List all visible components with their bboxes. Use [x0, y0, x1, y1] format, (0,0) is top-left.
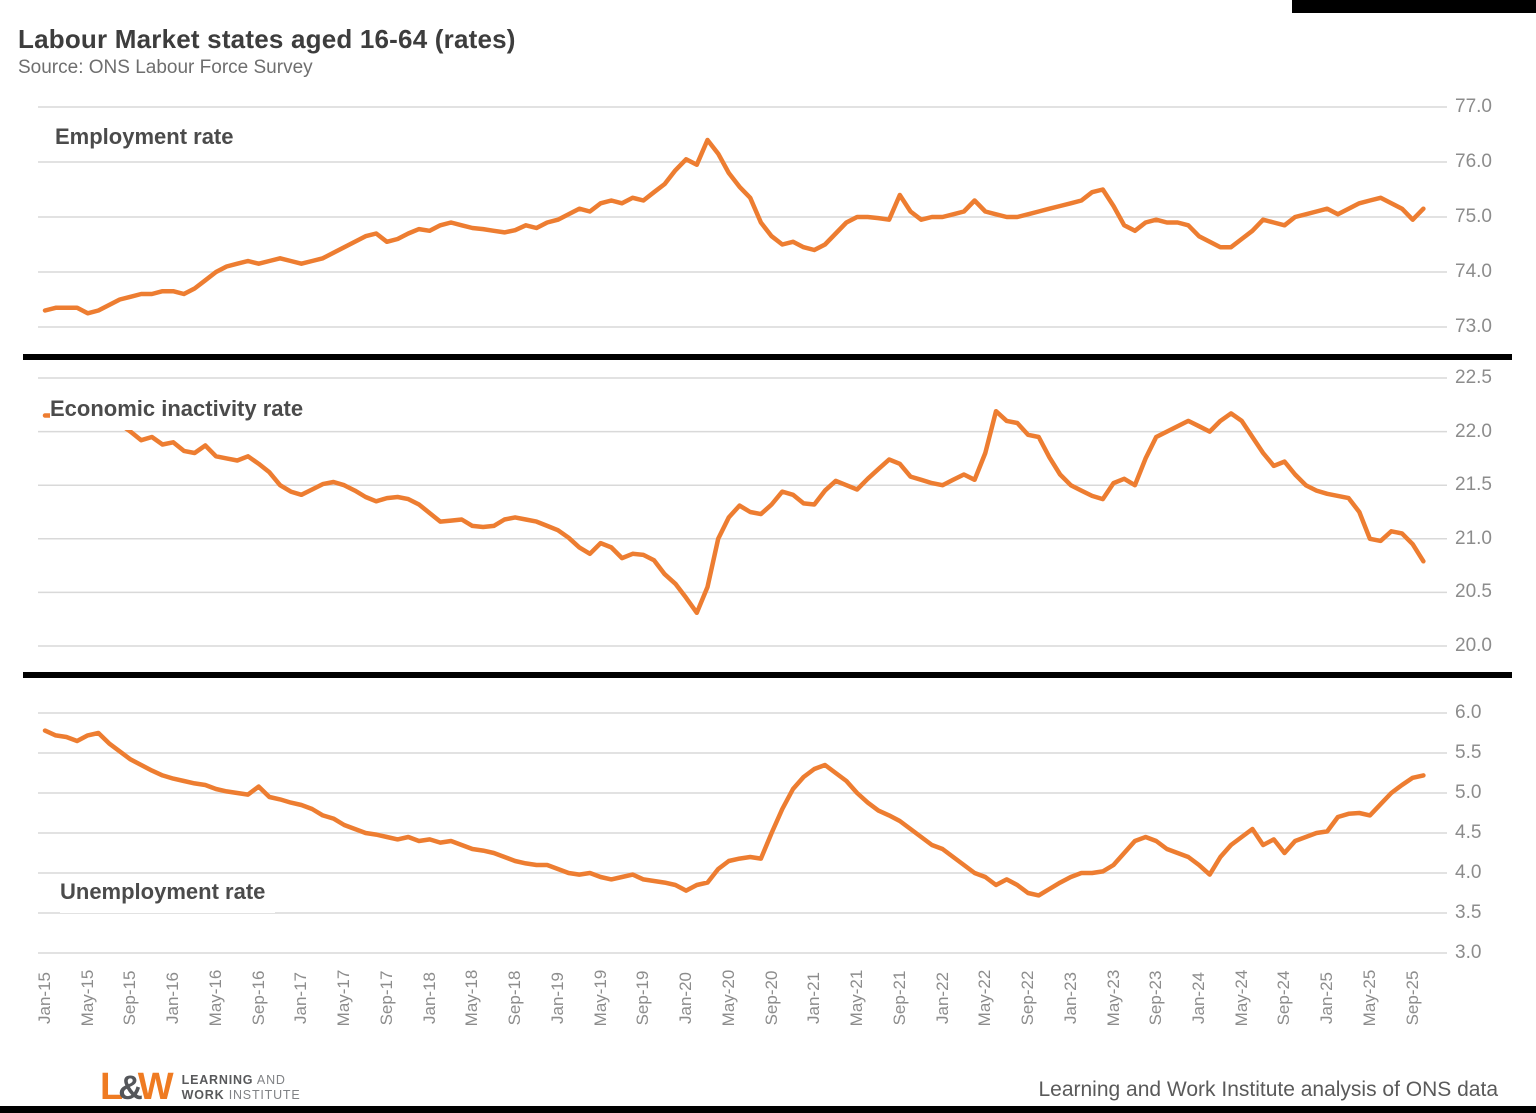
x-tick-label: Sep-19	[633, 970, 653, 1026]
y-tick-label: 75.0	[1455, 206, 1492, 227]
gridlines	[38, 106, 1447, 954]
employment-chart-label: Employment rate	[55, 122, 244, 158]
lw-logo-mark: L&W	[100, 1066, 174, 1108]
logo-line2-bold: WORK	[181, 1087, 225, 1102]
unemployment-rate-line	[42, 728, 1426, 898]
x-tick-label: Jan-20	[676, 972, 696, 1024]
x-tick-label: May-17	[334, 969, 354, 1027]
page-title: Labour Market states aged 16-64 (rates)	[18, 24, 516, 54]
y-tick-label: 74.0	[1455, 261, 1492, 282]
y-tick-label: 21.5	[1455, 474, 1492, 496]
logo-letter-w: W	[137, 1066, 174, 1108]
y-tick-label: 76.0	[1455, 151, 1492, 172]
unemployment-chart-label: Unemployment rate	[60, 877, 276, 913]
x-tick-label: May-22	[975, 969, 995, 1027]
y-tick-label: 4.5	[1455, 822, 1482, 843]
y-tick-label: 20.5	[1455, 581, 1492, 603]
top-border-bar	[1292, 0, 1536, 13]
logo-letter-l: L	[100, 1066, 123, 1108]
economic-inactivity-rate-line	[42, 408, 1426, 616]
x-tick-label: May-16	[205, 969, 225, 1027]
x-tick-label: Jan-17	[291, 972, 311, 1024]
x-tick-label: Sep-21	[889, 970, 909, 1026]
x-tick-label: Sep-25	[1402, 970, 1422, 1026]
bottom-border-bar	[0, 1106, 1536, 1113]
y-tick-label: 4.0	[1455, 862, 1482, 883]
x-tick-label: Jan-23	[1060, 972, 1080, 1024]
x-tick-label: May-15	[77, 969, 97, 1027]
y-tick-label: 5.0	[1455, 782, 1482, 803]
x-tick-label: May-23	[1103, 969, 1123, 1027]
lw-logo-text: LEARNING AND WORK INSTITUTE	[182, 1073, 301, 1103]
x-tick-label: May-18	[462, 969, 482, 1027]
series-lines	[42, 137, 1426, 898]
x-tick-label: Jan-25	[1317, 972, 1337, 1024]
x-tick-label: Jan-16	[163, 972, 183, 1024]
y-tick-label: 3.0	[1455, 942, 1482, 963]
x-tick-label: Jan-21	[804, 972, 824, 1024]
inactivity-chart-label: Economic inactivity rate	[50, 394, 314, 430]
y-tick-label: 22.0	[1455, 420, 1492, 442]
x-tick-label: Jan-24	[1188, 972, 1208, 1024]
x-tick-label: Sep-24	[1274, 970, 1294, 1026]
x-tick-label: May-25	[1359, 969, 1379, 1027]
y-tick-label: 77.0	[1455, 96, 1492, 117]
footer-attribution: Learning and Work Institute analysis of …	[1038, 1078, 1498, 1101]
chart-divider-2	[23, 672, 1512, 678]
x-tick-label: Sep-16	[248, 970, 268, 1026]
x-tick-label: Jan-22	[932, 972, 952, 1024]
y-tick-label: 3.5	[1455, 902, 1482, 923]
x-tick-label: May-21	[847, 969, 867, 1027]
x-tick-label: Sep-23	[1146, 970, 1166, 1026]
x-tick-label: May-24	[1231, 969, 1251, 1027]
y-tick-label: 22.5	[1455, 367, 1492, 388]
employment-rate-line	[42, 137, 1426, 316]
x-tick-label: Sep-22	[1018, 970, 1038, 1026]
chart-divider-1	[23, 354, 1512, 360]
y-tick-label: 6.0	[1455, 702, 1482, 723]
x-tick-label: May-19	[590, 969, 610, 1027]
lw-institute-logo: L&W LEARNING AND WORK INSTITUTE	[100, 1068, 301, 1107]
y-tick-label: 5.5	[1455, 742, 1482, 763]
x-tick-label: Jan-15	[35, 972, 54, 1024]
x-tick-label: Jan-18	[419, 972, 439, 1024]
y-tick-label: 21.0	[1455, 527, 1492, 549]
page-subtitle: Source: ONS Labour Force Survey	[18, 57, 313, 78]
logo-ampersand: &	[118, 1069, 143, 1107]
x-tick-label: Sep-20	[761, 970, 781, 1026]
logo-line1-rest: AND	[253, 1072, 286, 1087]
x-tick-label: Jan-19	[547, 972, 567, 1024]
x-tick-label: Sep-17	[376, 970, 396, 1026]
x-tick-label: Sep-15	[120, 970, 140, 1026]
x-tick-label: May-20	[718, 969, 738, 1027]
x-tick-label: Sep-18	[505, 970, 525, 1026]
y-tick-label: 20.0	[1455, 635, 1492, 656]
logo-line1-bold: LEARNING	[181, 1072, 254, 1087]
y-tick-label: 73.0	[1455, 316, 1492, 337]
logo-line2-rest: INSTITUTE	[224, 1087, 301, 1102]
